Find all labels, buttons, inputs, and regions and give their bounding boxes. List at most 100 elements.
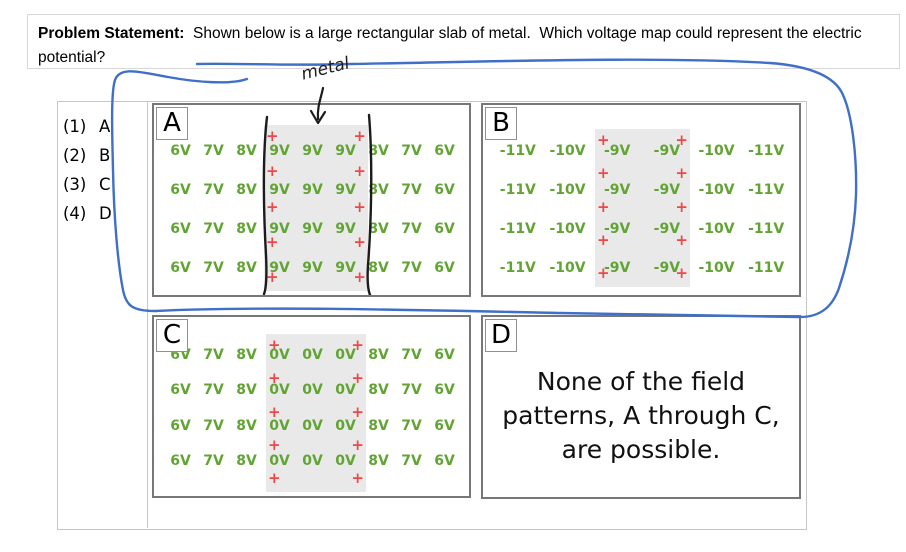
voltage-value: 9V bbox=[335, 142, 356, 159]
voltage-value: 6V bbox=[434, 181, 455, 198]
voltage-value: 0V bbox=[269, 346, 290, 363]
voltage-value: 6V bbox=[170, 181, 191, 198]
voltage-row: 6V 7V 8V 9V 9V 9V 8V 7V 6V bbox=[164, 221, 461, 237]
voltage-value: 6V bbox=[170, 142, 191, 159]
voltage-value: 6V bbox=[170, 382, 191, 399]
problem-statement-label: Problem Statement: bbox=[38, 25, 185, 42]
voltage-value: 7V bbox=[401, 346, 422, 363]
voltage-row: 6V 7V 8V 9V 9V 9V 8V 7V 6V bbox=[164, 143, 461, 159]
voltage-row: 6V 7V 8V 0V 0V 0V 8V 7V 6V bbox=[164, 453, 461, 469]
voltage-value: 0V bbox=[335, 382, 356, 399]
voltage-value: -9V bbox=[603, 259, 631, 276]
voltage-value: 0V bbox=[302, 382, 323, 399]
voltage-value: 8V bbox=[236, 382, 257, 399]
answer-choice-1: (1) A bbox=[63, 112, 143, 141]
plus-charge-marker: + bbox=[351, 402, 364, 421]
voltage-value: 6V bbox=[170, 220, 191, 237]
voltage-value: 9V bbox=[269, 220, 290, 237]
choice-number: (3) bbox=[63, 175, 87, 194]
voltage-value: -10V bbox=[549, 142, 586, 159]
voltage-value: 7V bbox=[203, 346, 224, 363]
voltage-value: 0V bbox=[269, 382, 290, 399]
voltage-value: -9V bbox=[653, 220, 681, 237]
voltage-value: 9V bbox=[269, 259, 290, 276]
voltage-value: 0V bbox=[269, 417, 290, 434]
voltage-value: -11V bbox=[499, 142, 536, 159]
voltage-value: 9V bbox=[302, 220, 323, 237]
voltage-value: 8V bbox=[368, 453, 389, 470]
voltage-value: -11V bbox=[499, 259, 536, 276]
voltage-rows: 6V 7V 8V 9V 9V 9V 8V 7V 6V 6V 7V 8V 9V 9V 9V 8V 7V 6V 6V 7V… bbox=[164, 131, 461, 287]
problem-statement-box: Problem Statement: Shown below is a larg… bbox=[27, 14, 900, 69]
voltage-rows: 6V 7V 8V 0V 0V 0V 8V 7V 6V 6V 7V 8V 0V 0V 0V 8V 7V 6V 6V 7V… bbox=[164, 337, 461, 479]
voltage-value: 8V bbox=[368, 417, 389, 434]
plus-column: + + + + + bbox=[268, 336, 281, 487]
voltage-value: 6V bbox=[434, 220, 455, 237]
voltage-map-panel-c: C + + + + + + + + + + 6V 7V 8V 0V 0V 0V 8V 7V 6V 6V 7V 8V 0V… bbox=[152, 315, 471, 498]
panel-label-b: B bbox=[485, 107, 517, 140]
voltage-value: 9V bbox=[335, 259, 356, 276]
voltage-value: 8V bbox=[368, 142, 389, 159]
choice-letter: A bbox=[99, 117, 111, 136]
voltage-value: 7V bbox=[401, 220, 422, 237]
panel-label-a: A bbox=[156, 107, 188, 140]
voltage-value: 7V bbox=[203, 417, 224, 434]
voltage-value: 7V bbox=[203, 181, 224, 198]
column-divider bbox=[147, 101, 148, 528]
voltage-value: 7V bbox=[401, 382, 422, 399]
voltage-value: 6V bbox=[434, 346, 455, 363]
plus-charge-marker: + bbox=[351, 435, 364, 454]
voltage-value: 6V bbox=[170, 259, 191, 276]
voltage-value: 8V bbox=[236, 346, 257, 363]
plus-charge-marker: + bbox=[351, 369, 364, 388]
voltage-value: -11V bbox=[748, 142, 785, 159]
voltage-row: 6V 7V 8V 9V 9V 9V 8V 7V 6V bbox=[164, 260, 461, 276]
panel-label-d: D bbox=[485, 319, 517, 352]
plus-column: + + + + + bbox=[351, 338, 364, 486]
voltage-value: 7V bbox=[203, 220, 224, 237]
choice-letter: B bbox=[99, 146, 111, 165]
voltage-value: 9V bbox=[302, 181, 323, 198]
voltage-value: 7V bbox=[401, 417, 422, 434]
voltage-value: -11V bbox=[748, 259, 785, 276]
voltage-value: 8V bbox=[368, 181, 389, 198]
voltage-value: 7V bbox=[203, 382, 224, 399]
voltage-value: 0V bbox=[335, 417, 356, 434]
voltage-value: -10V bbox=[549, 181, 586, 198]
voltage-row: -11V -10V -9V -9V -10V -11V bbox=[493, 182, 791, 198]
voltage-rows: -11V -10V -9V -9V -10V -11V -11V -10V -9V -9V -10V… bbox=[493, 131, 791, 287]
voltage-value: -11V bbox=[748, 181, 785, 198]
metal-slab-region: + + + + + + + + + + bbox=[266, 334, 366, 492]
voltage-value: -10V bbox=[698, 142, 735, 159]
voltage-value: 6V bbox=[434, 259, 455, 276]
voltage-value: 8V bbox=[236, 142, 257, 159]
voltage-row: -11V -10V -9V -9V -10V -11V bbox=[493, 143, 791, 159]
voltage-value: 9V bbox=[302, 142, 323, 159]
voltage-value: -9V bbox=[653, 259, 681, 276]
plus-charge-marker: + bbox=[268, 369, 281, 388]
choice-letter: C bbox=[99, 175, 111, 194]
voltage-row: 6V 7V 8V 0V 0V 0V 8V 7V 6V bbox=[164, 382, 461, 398]
voltage-value: -9V bbox=[653, 181, 681, 198]
voltage-value: 7V bbox=[203, 453, 224, 470]
plus-charge-marker: + bbox=[268, 469, 281, 487]
voltage-value: 8V bbox=[236, 181, 257, 198]
choice-letter: D bbox=[99, 204, 112, 223]
voltage-value: -11V bbox=[499, 220, 536, 237]
voltage-value: 6V bbox=[434, 382, 455, 399]
voltage-map-panel-a: A + + + + + + + + + + 6V 7V 8V 9V 9V 9V 8V 7V 6V 6V 7V 8V 9V… bbox=[152, 103, 471, 297]
voltage-value: 8V bbox=[368, 346, 389, 363]
voltage-value: 7V bbox=[401, 453, 422, 470]
voltage-value: 7V bbox=[401, 259, 422, 276]
voltage-value: 9V bbox=[335, 220, 356, 237]
voltage-value: -10V bbox=[549, 259, 586, 276]
voltage-value: 0V bbox=[302, 417, 323, 434]
voltage-value: 8V bbox=[368, 220, 389, 237]
panel-d-text: None of the field patterns, A through C,… bbox=[502, 367, 780, 464]
plus-charge-marker: + bbox=[268, 336, 281, 354]
answer-choice-list: (1) A (2) B (3) C (4) D bbox=[63, 112, 143, 228]
voltage-value: -9V bbox=[603, 181, 631, 198]
voltage-value: 0V bbox=[302, 346, 323, 363]
voltage-value: 0V bbox=[335, 346, 356, 363]
